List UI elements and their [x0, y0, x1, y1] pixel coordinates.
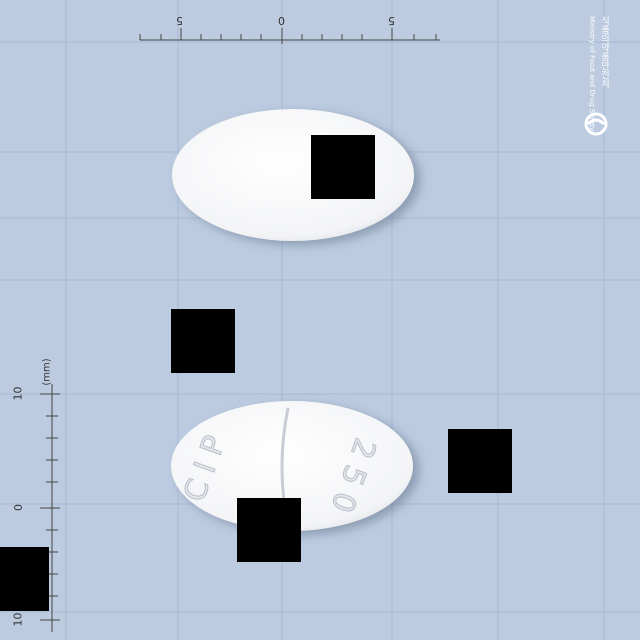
redaction-mask-5	[0, 547, 49, 611]
logo-name-en: Ministry of Food and Drug Safety	[588, 16, 596, 132]
redaction-mask-2	[171, 309, 235, 373]
top-ruler	[139, 28, 440, 44]
tablet-back	[171, 401, 413, 531]
imprint-right: 2 5 0	[323, 433, 382, 517]
redaction-mask-1	[311, 135, 375, 199]
logo-name-ko: 식품의약품안전처	[599, 16, 609, 88]
redaction-mask-3	[448, 429, 512, 493]
redaction-mask-4	[237, 498, 301, 562]
imprint-left: C I P	[177, 431, 233, 506]
left-ruler	[40, 384, 60, 632]
mfds-logo-icon	[584, 112, 608, 136]
